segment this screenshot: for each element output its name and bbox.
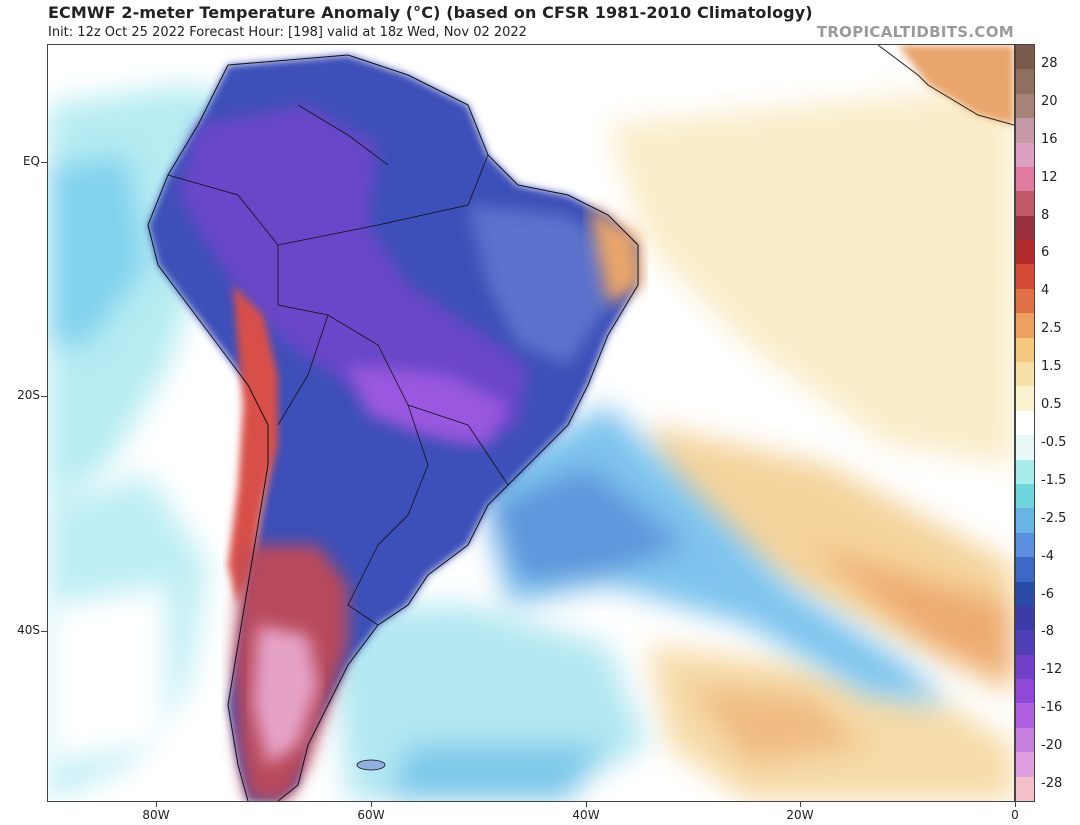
lat-label-eq: EQ bbox=[22, 154, 40, 168]
country-borders bbox=[167, 104, 509, 626]
colorbar bbox=[1015, 44, 1035, 802]
colorbar-segment bbox=[1016, 752, 1034, 778]
africa-warm-region bbox=[877, 45, 1014, 126]
lat-tick bbox=[41, 631, 47, 632]
colorbar-segment bbox=[1016, 166, 1034, 192]
south-atlantic-cool-anomaly bbox=[48, 405, 948, 801]
colorbar-segment bbox=[1016, 45, 1034, 70]
colorbar-segment bbox=[1016, 288, 1034, 314]
colorbar-segment bbox=[1016, 679, 1034, 704]
lon-label-40w: 40W bbox=[572, 808, 600, 822]
lat-tick bbox=[41, 396, 47, 397]
colorbar-segment bbox=[1016, 142, 1034, 168]
map-subtitle: Init: 12z Oct 25 2022 Forecast Hour: [19… bbox=[48, 25, 527, 40]
colorbar-segment bbox=[1016, 727, 1034, 753]
colorbar-label: -8 bbox=[1041, 624, 1054, 640]
colorbar-segment bbox=[1016, 483, 1034, 509]
colorbar-segment bbox=[1016, 410, 1034, 436]
colorbar-segment bbox=[1016, 581, 1034, 607]
colorbar-segment bbox=[1016, 264, 1034, 290]
colorbar-segment bbox=[1016, 240, 1034, 265]
colorbar-segment bbox=[1016, 557, 1034, 582]
colorbar-label: -4 bbox=[1041, 548, 1054, 564]
brand-watermark: TROPICALTIDBITS.COM bbox=[816, 23, 1014, 41]
lon-tick bbox=[800, 802, 801, 807]
colorbar-segment bbox=[1016, 435, 1034, 461]
colorbar-label: -12 bbox=[1041, 662, 1063, 678]
colorbar-segment bbox=[1016, 93, 1034, 119]
lat-tick bbox=[41, 162, 47, 163]
lon-tick bbox=[371, 802, 372, 807]
colorbar-segment bbox=[1016, 313, 1034, 339]
islands bbox=[356, 759, 386, 771]
colorbar-segment bbox=[1016, 191, 1034, 217]
map-title: ECMWF 2-meter Temperature Anomaly (°C) (… bbox=[48, 3, 813, 22]
colorbar-segment bbox=[1016, 703, 1034, 729]
lon-label-60w: 60W bbox=[357, 808, 385, 822]
temperature-anomaly-map bbox=[47, 44, 1015, 802]
colorbar-segment bbox=[1016, 386, 1034, 412]
lon-tick bbox=[156, 802, 157, 807]
colorbar-segment bbox=[1016, 362, 1034, 387]
colorbar-label: -0.5 bbox=[1041, 434, 1067, 450]
colorbar-label: 0.5 bbox=[1041, 397, 1062, 413]
colorbar-label: 2.5 bbox=[1041, 321, 1062, 337]
colorbar-segment bbox=[1016, 215, 1034, 241]
colorbar-label: 6 bbox=[1041, 245, 1050, 261]
colorbar-segment bbox=[1016, 654, 1034, 680]
colorbar-label: -28 bbox=[1041, 776, 1063, 791]
colorbar-label: 20 bbox=[1041, 93, 1058, 109]
colorbar-label: 4 bbox=[1041, 283, 1050, 299]
colorbar-label: 8 bbox=[1041, 207, 1050, 223]
colorbar-segment bbox=[1016, 532, 1034, 558]
colorbar-label: -6 bbox=[1041, 586, 1054, 602]
lon-tick bbox=[586, 802, 587, 807]
colorbar-segment bbox=[1016, 337, 1034, 363]
colorbar-segment bbox=[1016, 459, 1034, 485]
colorbar-label: 16 bbox=[1041, 131, 1058, 147]
colorbar-segment bbox=[1016, 69, 1034, 95]
colorbar-segment bbox=[1016, 605, 1034, 631]
colorbar-label: -16 bbox=[1041, 700, 1063, 716]
colorbar-label: -20 bbox=[1041, 738, 1063, 754]
lon-tick bbox=[1015, 802, 1016, 807]
colorbar-label: 1.5 bbox=[1041, 359, 1062, 375]
colorbar-label: 12 bbox=[1041, 169, 1058, 185]
colorbar-label: 28 bbox=[1041, 56, 1058, 71]
colorbar-label: -2.5 bbox=[1041, 510, 1067, 526]
lat-label-20s: 20S bbox=[17, 388, 40, 402]
lat-label-40s: 40S bbox=[17, 623, 40, 637]
colorbar-segment bbox=[1016, 118, 1034, 144]
colorbar-segment bbox=[1016, 508, 1034, 534]
lon-label-20w: 20W bbox=[786, 808, 814, 822]
lon-label-80w: 80W bbox=[142, 808, 170, 822]
lon-label-0: 0 bbox=[1011, 808, 1019, 822]
colorbar-label: -1.5 bbox=[1041, 472, 1067, 488]
atlantic-warm-anomaly bbox=[608, 85, 1014, 801]
colorbar-segment bbox=[1016, 630, 1034, 656]
south-america-landmass bbox=[147, 54, 643, 801]
colorbar-segment bbox=[1016, 776, 1034, 802]
